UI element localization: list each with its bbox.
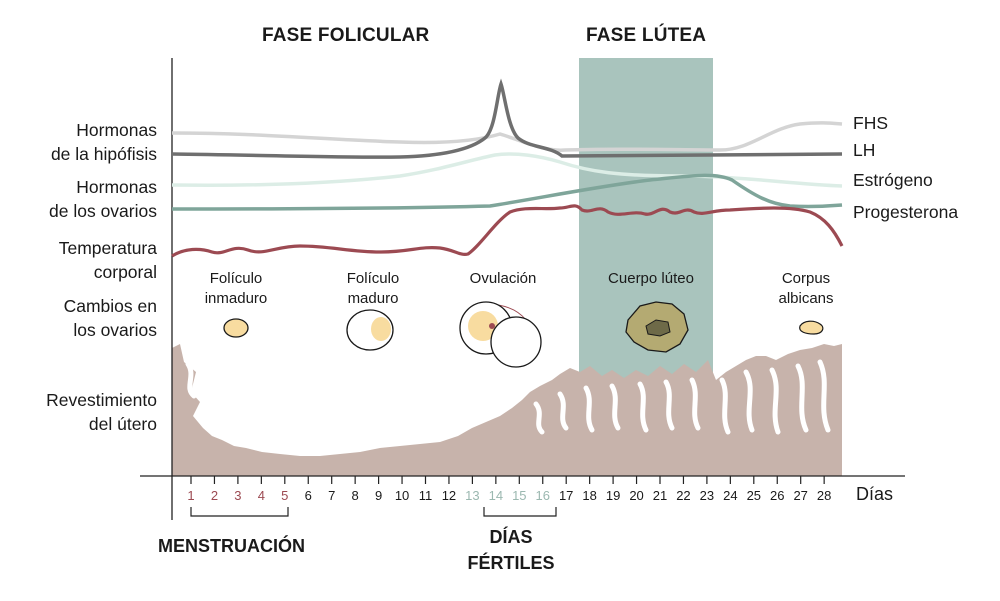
uterine-lining [172, 344, 842, 476]
day-label: 25 [747, 488, 761, 503]
days-axis-label: Días [856, 484, 894, 504]
progesterone-label: Progesterona [853, 202, 959, 222]
ovulation-follicle [459, 301, 542, 368]
day-label: 15 [512, 488, 526, 503]
fertile-days-bracket [483, 507, 557, 517]
temperature-curve [171, 204, 844, 258]
x-axis-ticks [190, 476, 825, 484]
estrogen-curve [171, 152, 843, 188]
immature-follicle-label: Folículo inmaduro [204, 270, 268, 307]
day-label: 8 [352, 488, 359, 503]
day-label: 27 [793, 488, 807, 503]
day-label: 23 [700, 488, 714, 503]
day-label: 17 [559, 488, 573, 503]
day-label: 12 [442, 488, 456, 503]
day-label: 10 [395, 488, 409, 503]
follicular-phase-title: FASE FOLICULAR [262, 25, 430, 46]
day-label: 20 [629, 488, 643, 503]
day-label: 22 [676, 488, 690, 503]
estrogen-label: Estrógeno [853, 170, 933, 190]
day-label: 13 [465, 488, 479, 503]
day-label: 16 [536, 488, 550, 503]
day-label: 21 [653, 488, 667, 503]
ovarian-hormones-label: Hormonas de los ovarios [49, 177, 157, 221]
day-label: 7 [328, 488, 335, 503]
corpus-luteum-label: Cuerpo lúteo [608, 270, 694, 287]
uterine-glands [185, 359, 831, 443]
day-label: 3 [234, 488, 241, 503]
day-label: 26 [770, 488, 784, 503]
uterine-lining-label: Revestimiento del útero [46, 390, 157, 434]
ovulation-label: Ovulación [469, 270, 537, 287]
fhs-curve [171, 121, 843, 152]
mature-follicle-label: Folículo maduro [346, 270, 400, 307]
day-label: 4 [258, 488, 265, 503]
progesterone-curve [171, 173, 843, 211]
day-label: 24 [723, 488, 737, 503]
ovary-changes-label: Cambios en los ovarios [63, 296, 157, 340]
day-label: 14 [489, 488, 503, 503]
day-label: 19 [606, 488, 620, 503]
day-label: 2 [211, 488, 218, 503]
fertile-days-label: DÍAS FÉRTILES [467, 527, 555, 573]
corpus-albicans [799, 320, 824, 335]
pituitary-hormones-label: Hormonas de la hipófisis [50, 120, 157, 164]
menstruation-bracket [190, 507, 289, 517]
corpus-luteum [625, 301, 689, 353]
day-label: 11 [419, 488, 433, 503]
temperature-label: Temperatura corporal [58, 238, 157, 282]
day-label: 9 [375, 488, 382, 503]
lh-label: LH [853, 140, 876, 160]
day-label: 28 [817, 488, 831, 503]
day-label: 6 [305, 488, 312, 503]
menstruation-label: MENSTRUACIÓN [158, 536, 305, 556]
day-labels: 1 2 3 4 5 6 7 8 9 10 11 12 13 14 15 16 17 18 19 20 21 22 23 24 2… [187, 488, 831, 503]
day-label: 18 [582, 488, 596, 503]
day-label: 1 [187, 488, 194, 503]
fhs-label: FHS [853, 113, 888, 133]
lh-curve [171, 78, 843, 159]
immature-follicle [223, 318, 249, 338]
corpus-albicans-label: Corpus albicans [778, 270, 834, 307]
luteal-phase-title: FASE LÚTEA [586, 25, 707, 46]
day-label: 5 [281, 488, 288, 503]
mature-follicle-center [371, 317, 391, 341]
